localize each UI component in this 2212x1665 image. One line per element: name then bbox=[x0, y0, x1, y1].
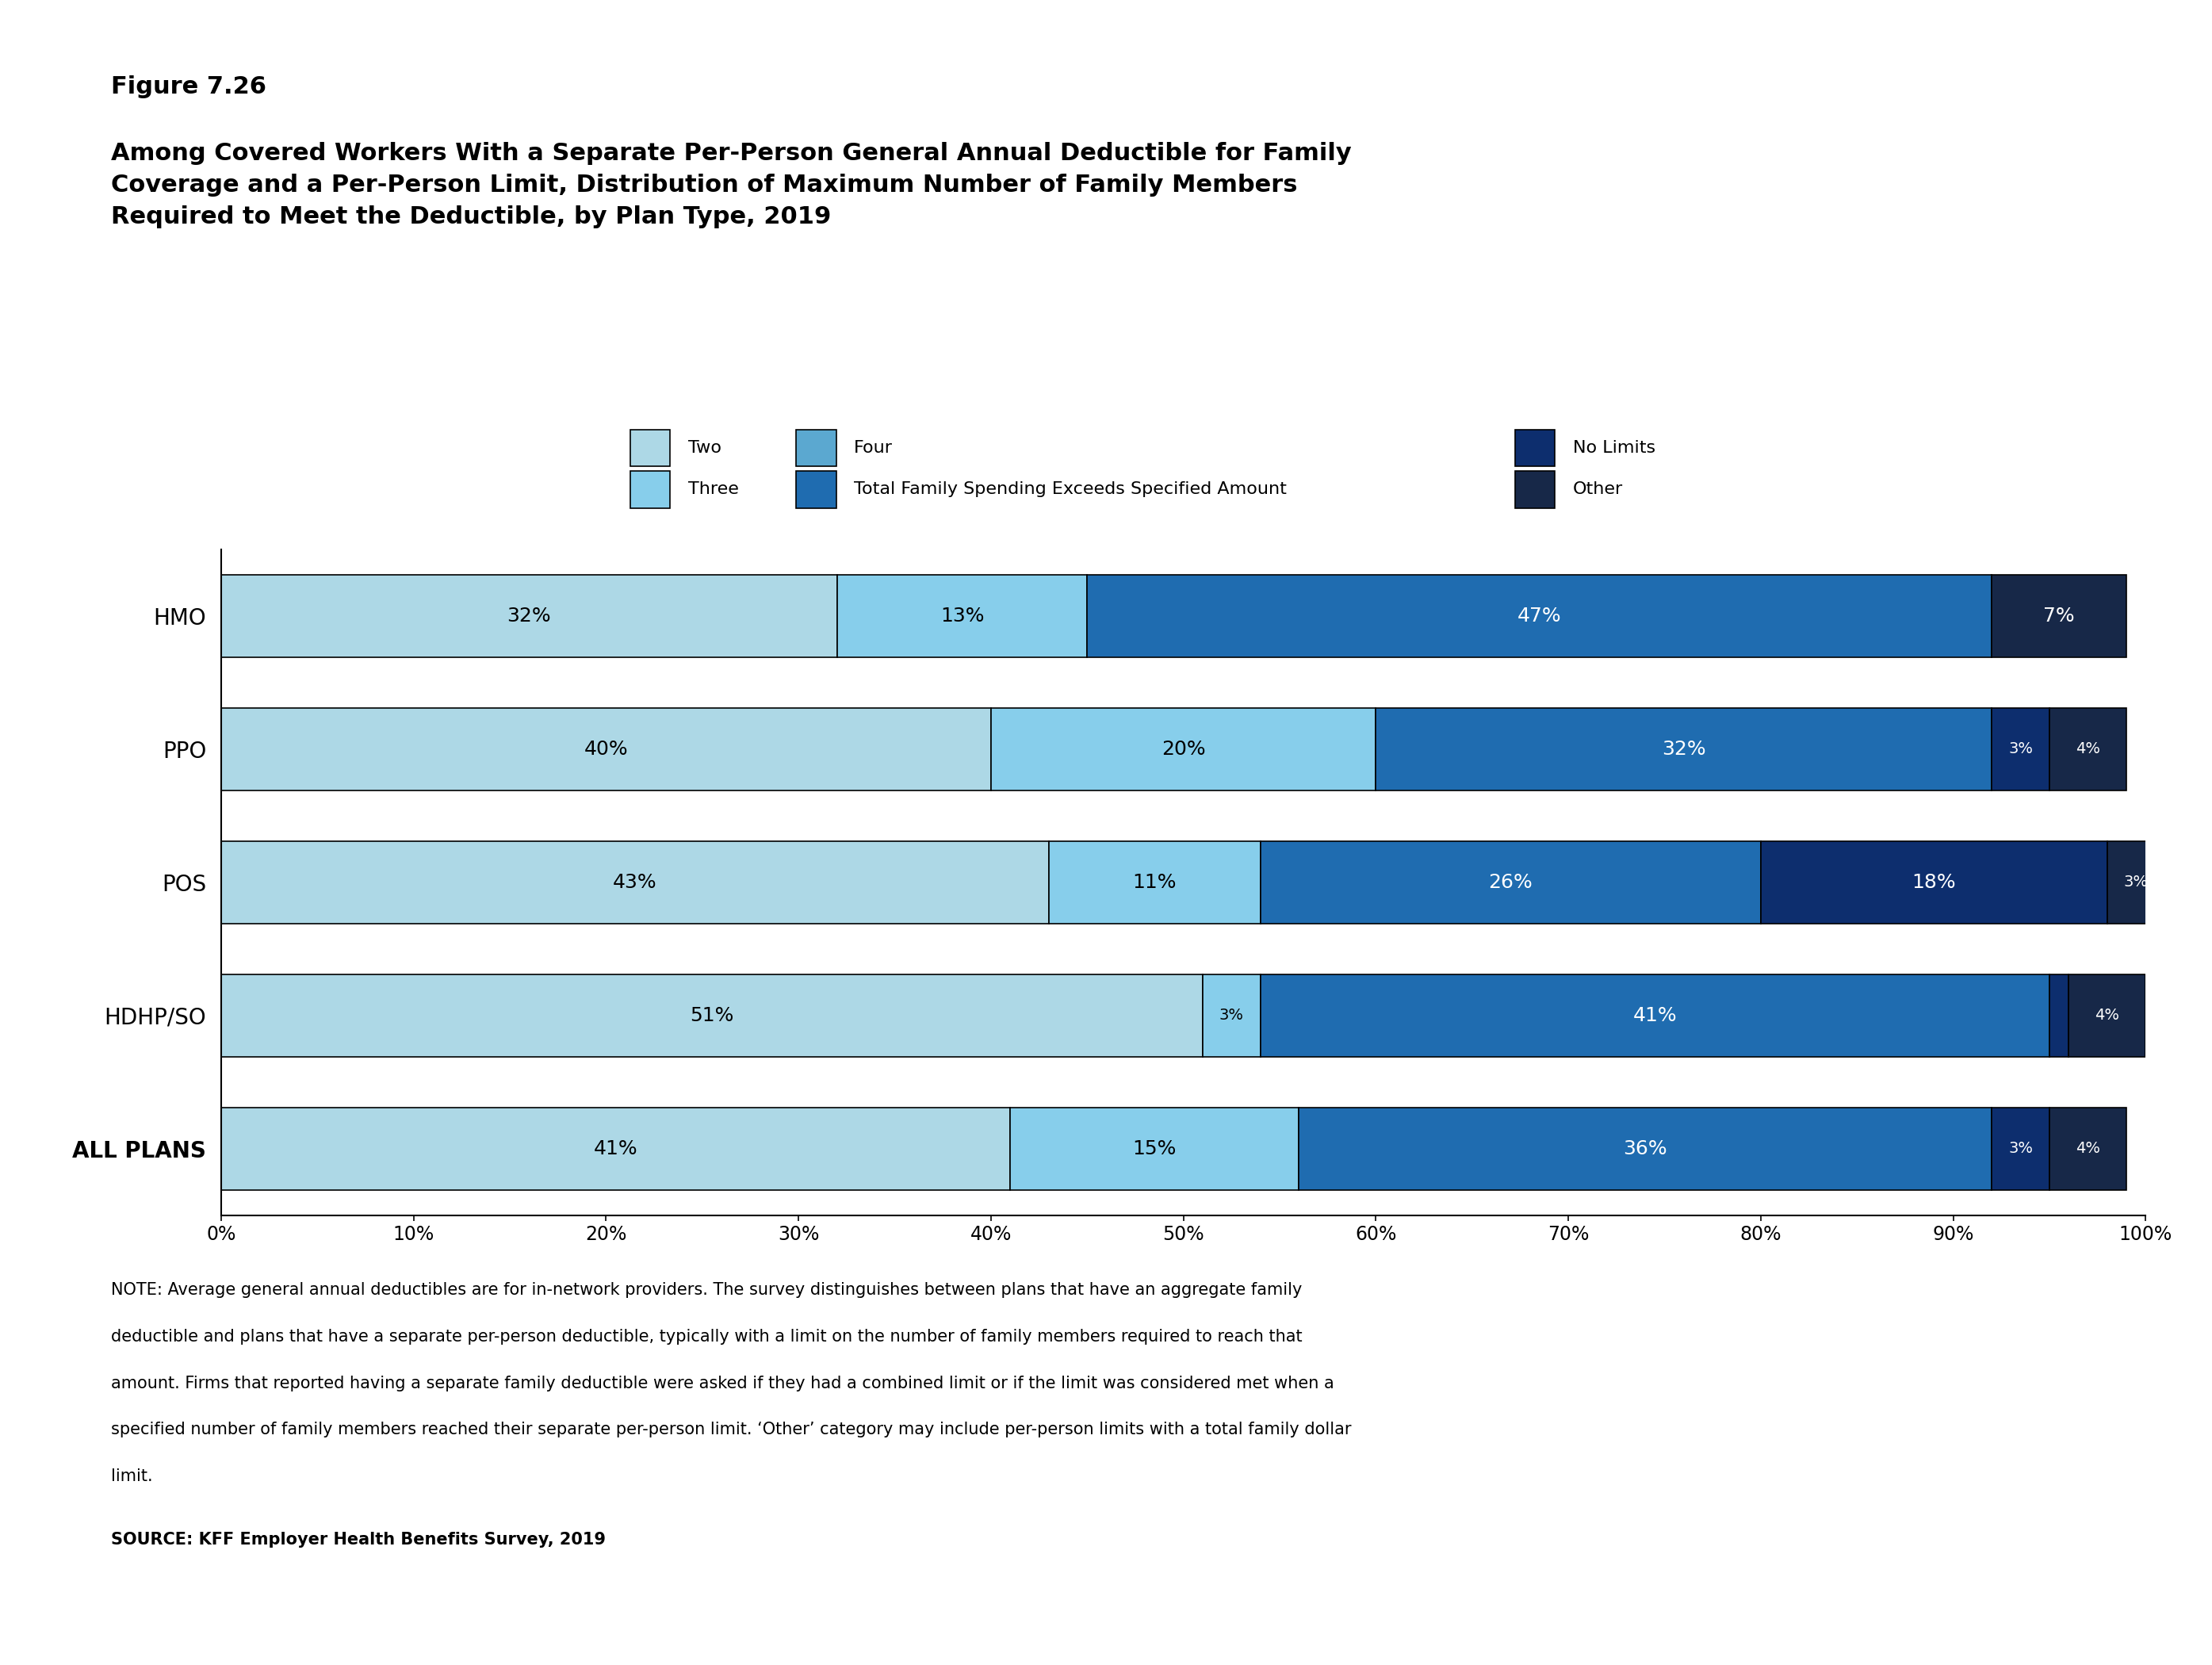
Text: 18%: 18% bbox=[1911, 872, 1955, 892]
Bar bbox=[2048, 1107, 2126, 1190]
Bar bbox=[1991, 1107, 2048, 1190]
Text: Total Family Spending Exceeds Specified Amount: Total Family Spending Exceeds Specified … bbox=[854, 481, 1287, 498]
Text: Other: Other bbox=[1573, 481, 1624, 498]
Bar bbox=[1261, 841, 1761, 924]
Text: 15%: 15% bbox=[1133, 1139, 1177, 1159]
Bar bbox=[1991, 708, 2048, 791]
Text: Three: Three bbox=[688, 481, 739, 498]
Bar bbox=[1011, 1107, 1298, 1190]
Text: 3%: 3% bbox=[1219, 1007, 1243, 1024]
Text: 4%: 4% bbox=[2075, 1141, 2099, 1157]
Text: 32%: 32% bbox=[507, 606, 551, 626]
Bar bbox=[1991, 574, 2126, 658]
Text: amount. Firms that reported having a separate family deductible were asked if th: amount. Firms that reported having a sep… bbox=[111, 1375, 1334, 1392]
Text: Two: Two bbox=[688, 440, 721, 456]
Text: 36%: 36% bbox=[1624, 1139, 1668, 1159]
Text: Four: Four bbox=[854, 440, 894, 456]
Text: Figure 7.26: Figure 7.26 bbox=[111, 75, 265, 98]
Text: 47%: 47% bbox=[1517, 606, 1562, 626]
Bar bbox=[1203, 974, 1261, 1057]
Text: 3%: 3% bbox=[2008, 741, 2033, 758]
Bar bbox=[221, 708, 991, 791]
Bar bbox=[221, 574, 836, 658]
Bar bbox=[1086, 574, 1991, 658]
Bar bbox=[2068, 974, 2146, 1057]
Text: SOURCE: KFF Employer Health Benefits Survey, 2019: SOURCE: KFF Employer Health Benefits Sur… bbox=[111, 1532, 606, 1548]
Text: 32%: 32% bbox=[1661, 739, 1705, 759]
Text: specified number of family members reached their separate per-person limit. ‘Oth: specified number of family members reach… bbox=[111, 1422, 1352, 1439]
Bar bbox=[221, 841, 1048, 924]
Text: No Limits: No Limits bbox=[1573, 440, 1655, 456]
Bar bbox=[1376, 708, 1991, 791]
Text: 7%: 7% bbox=[2044, 606, 2075, 626]
Bar bbox=[221, 974, 1203, 1057]
Text: NOTE: Average general annual deductibles are for in-network providers. The surve: NOTE: Average general annual deductibles… bbox=[111, 1282, 1301, 1299]
Bar bbox=[1048, 841, 1261, 924]
Text: 41%: 41% bbox=[593, 1139, 637, 1159]
Text: 4%: 4% bbox=[2095, 1007, 2119, 1024]
Text: 4%: 4% bbox=[2075, 741, 2099, 758]
Bar bbox=[991, 708, 1376, 791]
Text: 20%: 20% bbox=[1161, 739, 1206, 759]
Text: 3%: 3% bbox=[2008, 1141, 2033, 1157]
Text: deductible and plans that have a separate per-person deductible, typically with : deductible and plans that have a separat… bbox=[111, 1329, 1303, 1345]
Text: 40%: 40% bbox=[584, 739, 628, 759]
Text: 41%: 41% bbox=[1632, 1006, 1677, 1026]
Text: 13%: 13% bbox=[940, 606, 984, 626]
Text: limit.: limit. bbox=[111, 1469, 153, 1485]
Bar bbox=[1261, 974, 2048, 1057]
Text: Among Covered Workers With a Separate Per-Person General Annual Deductible for F: Among Covered Workers With a Separate Pe… bbox=[111, 142, 1352, 228]
Bar bbox=[836, 574, 1086, 658]
Bar bbox=[1761, 841, 2108, 924]
Text: 11%: 11% bbox=[1133, 872, 1177, 892]
Bar bbox=[221, 1107, 1011, 1190]
Bar bbox=[1298, 1107, 1991, 1190]
Text: 51%: 51% bbox=[690, 1006, 734, 1026]
Text: 43%: 43% bbox=[613, 872, 657, 892]
Text: 26%: 26% bbox=[1489, 872, 1533, 892]
Text: 3%: 3% bbox=[2124, 874, 2148, 891]
Bar bbox=[2108, 841, 2166, 924]
Bar bbox=[2048, 708, 2126, 791]
Bar bbox=[2048, 974, 2068, 1057]
